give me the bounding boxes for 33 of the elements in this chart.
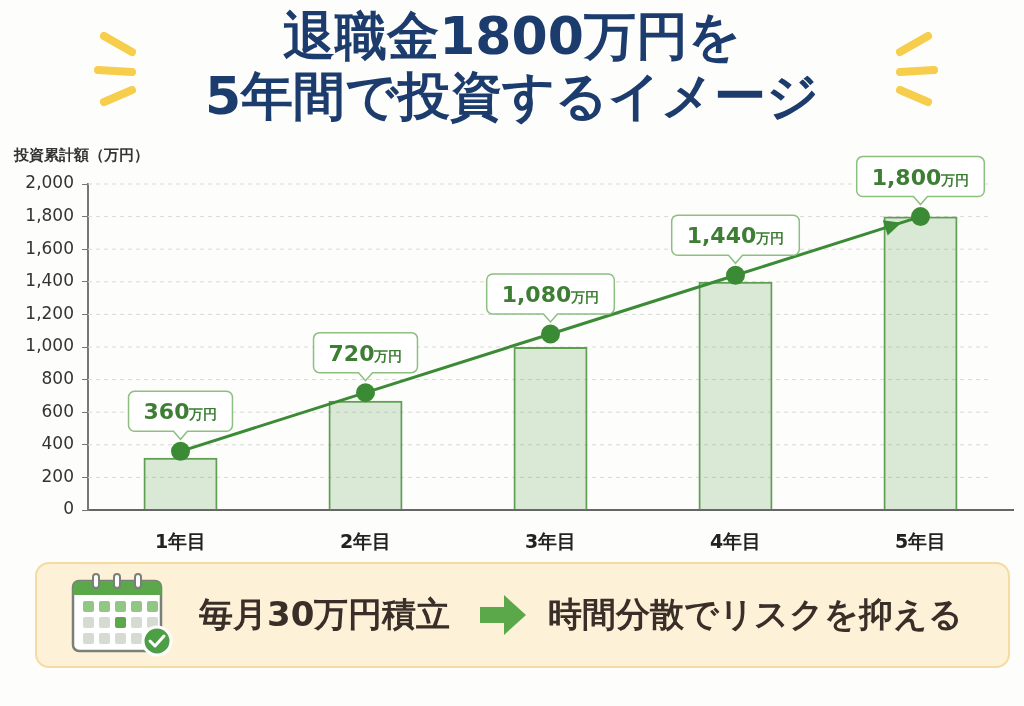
point	[171, 441, 190, 461]
y-tick-label: 2,000	[25, 172, 74, 193]
y-tick-label: 1,200	[25, 302, 74, 323]
bar	[513, 347, 588, 510]
x-tick-label: 1年目	[154, 530, 207, 553]
data-label: 720万円	[328, 340, 403, 366]
y-tick-label: 400	[41, 433, 74, 454]
y-tick-label: 600	[41, 400, 74, 421]
y-tick-label: 1,000	[25, 335, 74, 356]
data-label: 1,080万円	[501, 281, 600, 307]
x-tick-label: 2年目	[339, 530, 392, 553]
info-card: 毎月30万円積立 時間分散でリスクを抑える	[35, 562, 1010, 668]
x-tick-label: 5年目	[894, 530, 947, 553]
y-tick-label: 1,800	[25, 205, 74, 226]
bar	[698, 281, 773, 510]
point	[541, 324, 560, 344]
x-tick-label: 4年目	[709, 530, 762, 553]
point	[356, 383, 375, 403]
y-tick-label: 800	[41, 368, 74, 389]
data-label: 1,800万円	[871, 164, 970, 190]
data-label: 360万円	[143, 399, 218, 425]
bar	[143, 457, 218, 510]
y-tick-label: 0	[63, 498, 74, 519]
x-tick-label: 3年目	[524, 530, 577, 553]
bar	[328, 400, 403, 510]
point	[726, 265, 745, 285]
y-tick-label: 1,400	[25, 270, 74, 291]
y-tick-label: 1,600	[25, 237, 74, 258]
y-tick-label: 200	[41, 465, 74, 486]
point	[911, 207, 930, 227]
chart-title: 退職金1800万円を 5年間で投資するイメージ	[203, 6, 821, 126]
y-axis-title: 投資累計額（万円）	[14, 146, 149, 165]
data-label: 1,440万円	[686, 223, 785, 249]
